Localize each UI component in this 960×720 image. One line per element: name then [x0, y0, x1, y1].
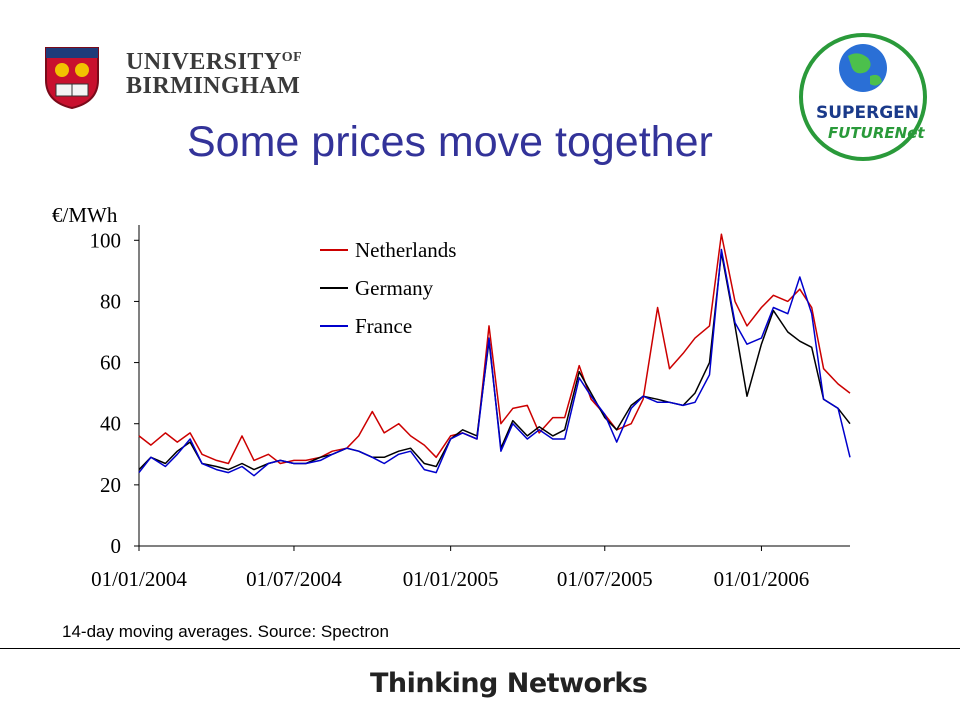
university-crest-icon	[45, 47, 99, 110]
source-note: 14-day moving averages. Source: Spectron	[62, 622, 389, 641]
chart-legend: Netherlands Germany France	[320, 238, 456, 338]
chart-series	[138, 233, 851, 477]
series-line-netherlands	[138, 233, 851, 465]
y-tick-label: 80	[100, 289, 121, 313]
x-tick-label: 01/01/2004	[91, 567, 187, 591]
futurenet-label: FUTURENet	[828, 124, 925, 142]
y-tick-label: 60	[100, 351, 121, 375]
legend-label-france: France	[355, 314, 412, 338]
x-tick-label: 01/07/2005	[557, 567, 653, 591]
y-tick-label: 40	[100, 412, 121, 436]
x-tick-label: 01/07/2004	[246, 567, 342, 591]
supergen-label: SUPERGEN	[816, 103, 919, 123]
tagline: Thinking Networks	[370, 668, 648, 699]
y-tick-label: 20	[100, 473, 121, 497]
y-tick-label: 100	[90, 228, 122, 252]
price-chart: €/MWh 0 20 40 60 80 100 01/01/2004 01/07/2004 01…	[52, 203, 851, 591]
legend-label-netherlands: Netherlands	[355, 238, 456, 262]
x-tick-label: 01/01/2005	[403, 567, 499, 591]
supergen-logo: SUPERGEN FUTURENet	[799, 33, 927, 161]
slide-title: Some prices move together	[187, 118, 713, 166]
series-line-france	[138, 248, 851, 477]
legend-label-germany: Germany	[355, 276, 434, 300]
footer-divider	[0, 648, 960, 649]
x-tick-label: 01/01/2006	[714, 567, 810, 591]
university-wordmark: UNIVERSITYOF BIRMINGHAM	[126, 49, 303, 99]
y-axis-label: €/MWh	[52, 203, 118, 227]
chart-axes: 0 20 40 60 80 100 01/01/2004 01/07/2004 01/01/20…	[90, 225, 850, 591]
series-line-germany	[138, 251, 851, 471]
university-logo: UNIVERSITYOF BIRMINGHAM	[44, 46, 304, 112]
y-tick-label: 0	[111, 534, 122, 558]
